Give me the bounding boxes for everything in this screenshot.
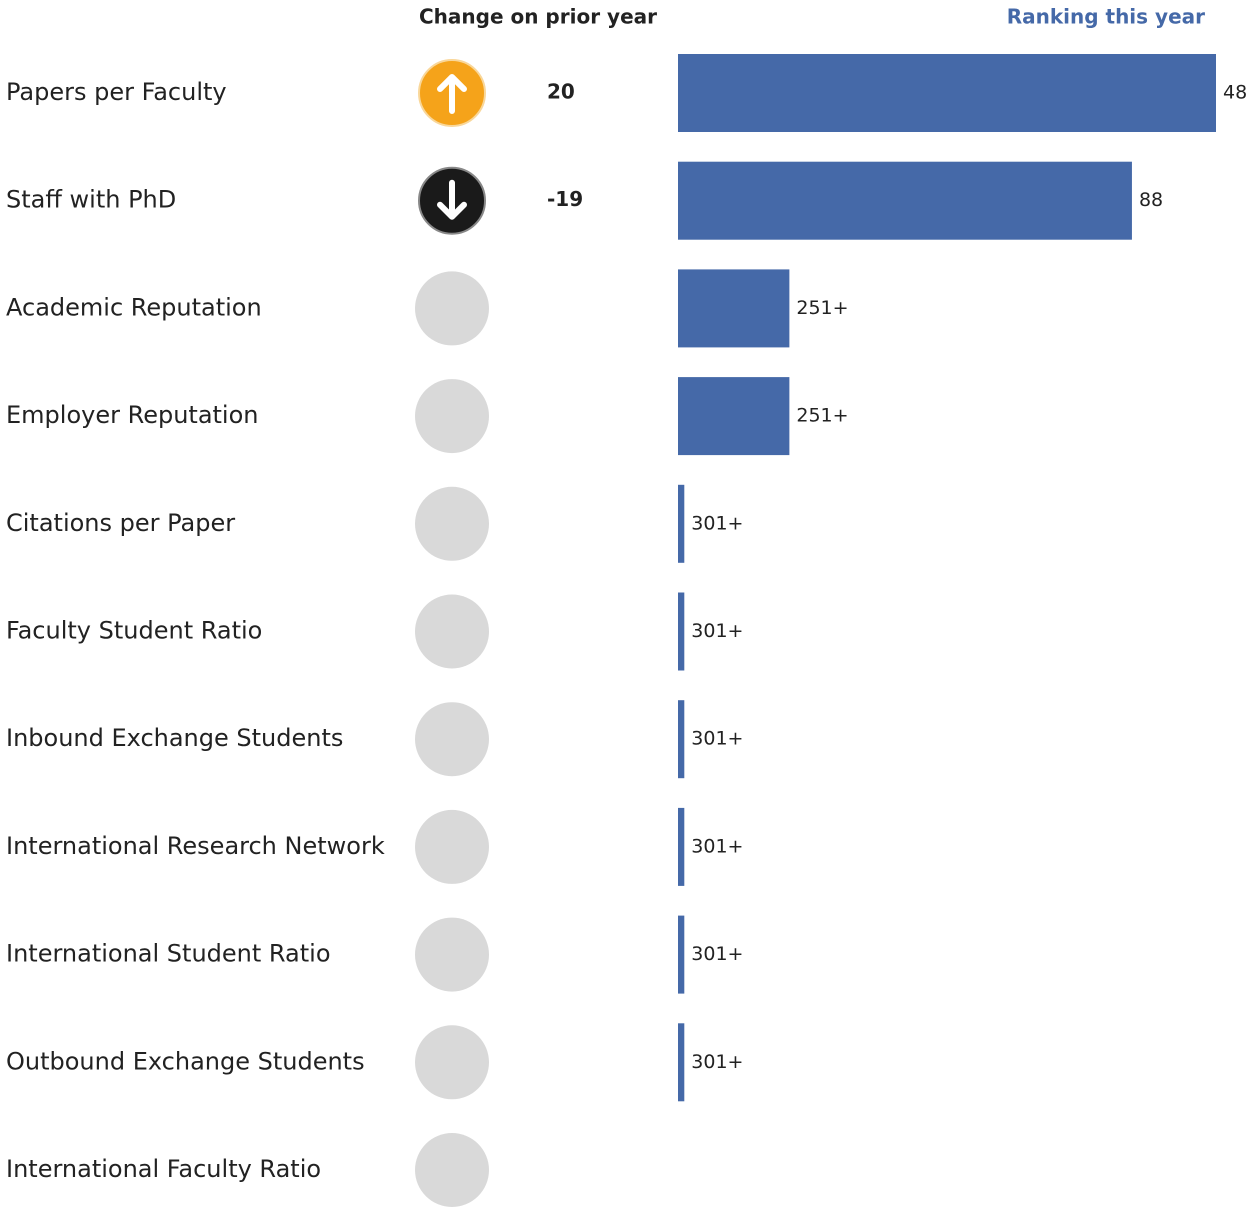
value-label: 88 [1139,189,1163,211]
change-icon [415,379,489,454]
change-icon [415,702,489,777]
change-icon [415,271,489,346]
category-label: Academic Reputation [6,293,262,321]
value-label: 301+ [691,512,743,534]
bar [678,269,790,348]
change-arrow [437,179,467,220]
bar [678,1023,685,1102]
change-icon [415,809,489,884]
change-icon [415,1025,489,1100]
value-label: 301+ [691,728,743,750]
bar [678,700,685,779]
category-label: International Research Network [6,832,385,860]
category-label: Employer Reputation [6,401,259,429]
category-label: Faculty Student Ratio [6,617,262,645]
bar [678,161,1132,240]
value-label: 251+ [796,405,848,427]
change-icon [415,1133,489,1207]
category-label: Papers per Faculty [6,78,227,106]
bar [678,592,685,671]
value-label: 251+ [796,297,848,319]
category-label: Citations per Paper [6,509,235,537]
value-label: 301+ [691,1051,743,1073]
category-label: International Student Ratio [6,940,331,968]
value-label: 301+ [691,620,743,642]
bar [678,807,685,886]
category-label: Outbound Exchange Students [6,1047,365,1075]
change-header: Change on prior year [419,5,657,29]
value-label: 48 [1223,82,1247,104]
bar [678,915,685,994]
value-label: 301+ [691,943,743,965]
category-label: Staff with PhD [6,186,176,214]
change-arrow [437,74,467,114]
change-icon [415,594,489,669]
change-icon [415,917,489,992]
bar [678,377,790,456]
change-value: 20 [547,80,575,104]
category-label: Inbound Exchange Students [6,724,343,752]
value-label: 301+ [691,835,743,857]
bar [678,54,1216,132]
bar [678,484,685,563]
category-label: International Faculty Ratio [6,1155,321,1183]
change-icon [415,486,489,561]
change-value: -19 [547,187,583,211]
ranking-header: Ranking this year [1007,5,1205,29]
